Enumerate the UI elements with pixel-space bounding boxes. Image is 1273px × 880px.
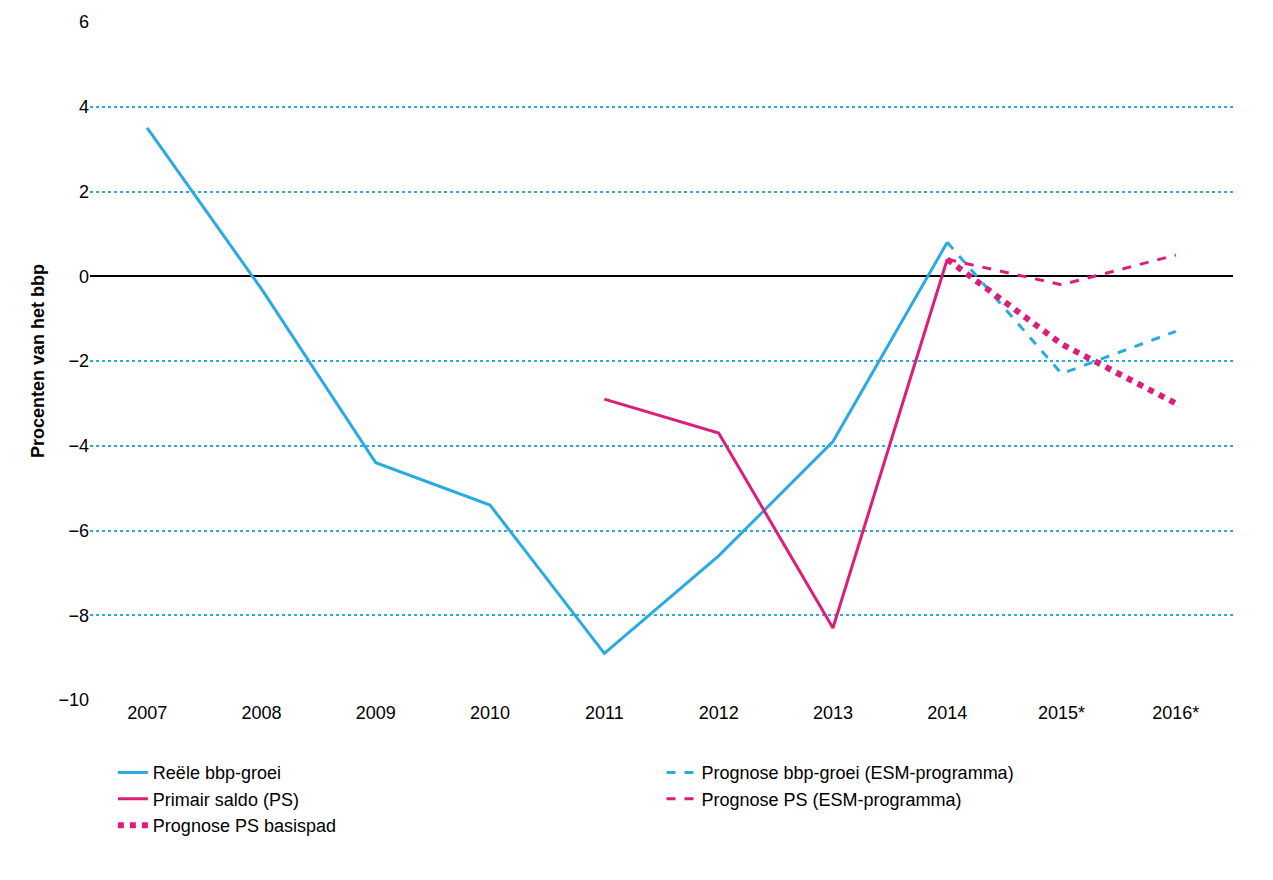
svg-text:−8: −8 xyxy=(68,606,89,626)
svg-text:2012: 2012 xyxy=(699,703,739,723)
svg-text:Prognose bbp-groei (ESM-progra: Prognose bbp-groei (ESM-programma) xyxy=(702,763,1014,783)
svg-text:2013: 2013 xyxy=(813,703,853,723)
svg-text:4: 4 xyxy=(79,97,89,117)
svg-text:−10: −10 xyxy=(58,690,89,710)
svg-text:2008: 2008 xyxy=(241,703,281,723)
svg-text:2015*: 2015* xyxy=(1038,703,1085,723)
svg-text:−4: −4 xyxy=(68,436,89,456)
svg-text:−6: −6 xyxy=(68,521,89,541)
svg-text:2009: 2009 xyxy=(356,703,396,723)
svg-text:Prognose PS basispad: Prognose PS basispad xyxy=(153,816,336,836)
svg-text:2010: 2010 xyxy=(470,703,510,723)
svg-text:2016*: 2016* xyxy=(1152,703,1199,723)
svg-text:2014: 2014 xyxy=(927,703,967,723)
svg-text:Prognose PS (ESM-programma): Prognose PS (ESM-programma) xyxy=(702,790,962,810)
svg-text:2: 2 xyxy=(79,182,89,202)
svg-text:0: 0 xyxy=(79,267,89,287)
svg-text:6: 6 xyxy=(79,12,89,32)
svg-text:−2: −2 xyxy=(68,351,89,371)
svg-text:Primair saldo (PS): Primair saldo (PS) xyxy=(153,790,299,810)
svg-text:Reële bbp-groei: Reële bbp-groei xyxy=(153,763,281,783)
svg-text:Procenten van het bbp: Procenten van het bbp xyxy=(28,264,48,458)
svg-text:2007: 2007 xyxy=(127,703,167,723)
svg-text:2011: 2011 xyxy=(585,703,624,723)
